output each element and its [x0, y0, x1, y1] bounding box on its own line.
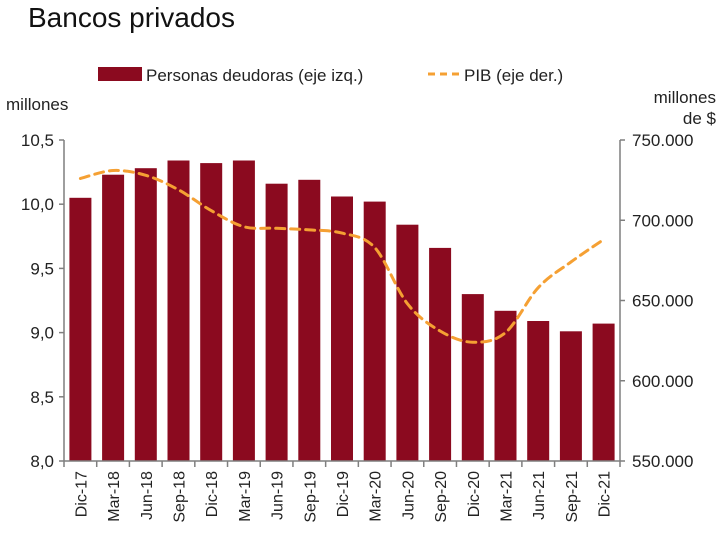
x-tick-label: Dic-17: [73, 471, 90, 517]
y-right-tick-label: 650.000: [632, 292, 693, 311]
y-left-ticks: 8,0 8,5 9,0 9,5 10,0 10,5: [21, 131, 64, 471]
y-right-axis-label-line2: de $: [683, 109, 717, 128]
bar-dic-17: [69, 197, 92, 462]
y-right-tick-label: 700.000: [632, 211, 693, 230]
bar-sep-18: [167, 160, 190, 461]
bar-jun-21: [527, 321, 550, 461]
bar-dic-19: [331, 196, 353, 461]
bar-jun-19: [265, 183, 288, 461]
y-left-tick-label: 9,0: [30, 324, 54, 343]
legend-bar-swatch: [98, 67, 142, 81]
bar-mar-18: [102, 174, 125, 461]
pib-line: [78, 168, 606, 344]
x-tick-label: Dic-21: [597, 471, 614, 517]
legend-line-label: PIB (eje der.): [464, 66, 563, 85]
y-left-tick-label: 10,5: [21, 131, 54, 150]
x-tick-label: Mar-21: [499, 471, 516, 522]
bar-mar-20: [363, 201, 386, 461]
bar-series: [69, 160, 615, 462]
x-tick-label: Jun-18: [139, 471, 156, 520]
x-tick-label: Mar-20: [368, 471, 385, 522]
x-tick-label: Dic-19: [335, 471, 352, 517]
x-tick-label: Jun-20: [400, 471, 417, 520]
y-right-ticks: 550.000 600.000 650.000 700.000 750.000: [620, 131, 693, 471]
y-left-axis-label: millones: [6, 95, 68, 114]
x-tick-label: Sep-19: [302, 471, 319, 523]
bar-jun-20: [396, 224, 419, 461]
y-right-tick-label: 600.000: [632, 372, 693, 391]
x-tick-label: Dic-20: [466, 471, 483, 517]
chart-title: Bancos privados: [28, 2, 235, 33]
x-tick-label: Jun-19: [270, 471, 287, 520]
x-tick-label: Mar-19: [237, 471, 254, 522]
bar-sep-20: [429, 247, 452, 461]
bar-jun-18: [134, 168, 157, 461]
y-left-tick-label: 10,0: [21, 195, 54, 214]
x-tick-label: Dic-18: [204, 471, 221, 517]
bar-dic-20: [461, 294, 484, 461]
y-right-axis-label-line1: millones: [654, 88, 716, 107]
y-right-tick-label: 550.000: [632, 452, 693, 471]
bar-mar-21: [494, 310, 517, 461]
bar-sep-21: [559, 331, 582, 461]
y-left-tick-label: 9,5: [30, 259, 54, 278]
x-tick-label: Jun-21: [531, 471, 548, 520]
x-tick-label: Mar-18: [106, 471, 123, 522]
bar-dic-21: [592, 323, 615, 461]
y-right-tick-label: 750.000: [632, 131, 693, 150]
y-left-tick-label: 8,5: [30, 388, 54, 407]
x-tick-label: Sep-18: [172, 471, 189, 523]
x-ticks: Dic-17 Mar-18 Jun-18 Sep-18 Dic-18 Mar-19 Jun-…: [63, 461, 621, 523]
legend-bar-label: Personas deudoras (eje izq.): [146, 66, 363, 85]
y-left-tick-label: 8,0: [30, 452, 54, 471]
bar-mar-19: [232, 160, 255, 461]
x-tick-label: Sep-21: [564, 471, 581, 523]
bar-dic-18: [200, 163, 223, 461]
legend: Personas deudoras (eje izq.) PIB (eje de…: [98, 66, 563, 85]
x-tick-label: Sep-20: [433, 471, 450, 523]
bar-sep-19: [298, 179, 321, 462]
